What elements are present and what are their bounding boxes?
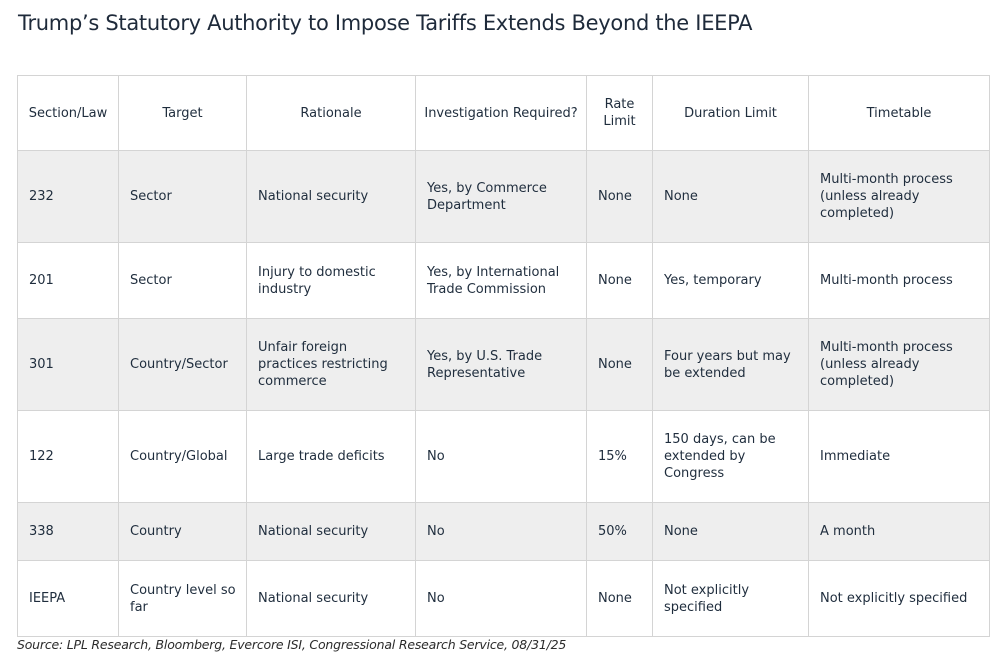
- cell-target: Country/Global: [118, 410, 247, 503]
- cell-timetable: Immediate: [808, 410, 990, 503]
- cell-duration: Four years but may be extended: [652, 318, 809, 411]
- cell-duration: None: [652, 150, 809, 243]
- cell-rate-limit: 50%: [586, 502, 653, 561]
- table-row: IEEPA Country level so far National secu…: [17, 560, 990, 637]
- cell-section: 201: [17, 242, 119, 319]
- table-row: 122 Country/Global Large trade deficits …: [17, 410, 990, 503]
- table-header-row: Section/Law Target Rationale Investigati…: [17, 75, 990, 151]
- cell-section: 122: [17, 410, 119, 503]
- cell-rate-limit: None: [586, 560, 653, 637]
- cell-timetable: A month: [808, 502, 990, 561]
- tariff-authority-table: Section/Law Target Rationale Investigati…: [17, 75, 990, 637]
- cell-rationale: Unfair foreign practices restricting com…: [246, 318, 416, 411]
- cell-target: Sector: [118, 150, 247, 243]
- cell-rate-limit: None: [586, 150, 653, 243]
- cell-rationale: Large trade deficits: [246, 410, 416, 503]
- cell-investigation: No: [415, 502, 587, 561]
- cell-duration: Yes, temporary: [652, 242, 809, 319]
- cell-section: 338: [17, 502, 119, 561]
- column-header-target: Target: [118, 75, 247, 151]
- cell-duration: None: [652, 502, 809, 561]
- column-header-section: Section/Law: [17, 75, 119, 151]
- cell-rate-limit: None: [586, 318, 653, 411]
- page-title: Trump’s Statutory Authority to Impose Ta…: [18, 11, 753, 35]
- cell-target: Sector: [118, 242, 247, 319]
- cell-section: IEEPA: [17, 560, 119, 637]
- cell-duration: 150 days, can be extended by Congress: [652, 410, 809, 503]
- cell-investigation: No: [415, 410, 587, 503]
- column-header-timetable: Timetable: [808, 75, 990, 151]
- table-row: 338 Country National security No 50% Non…: [17, 502, 990, 561]
- cell-rationale: National security: [246, 560, 416, 637]
- cell-timetable: Multi-month process (unless already comp…: [808, 318, 990, 411]
- cell-rationale: Injury to domestic industry: [246, 242, 416, 319]
- cell-investigation: Yes, by U.S. Trade Representative: [415, 318, 587, 411]
- table-row: 232 Sector National security Yes, by Com…: [17, 150, 990, 243]
- cell-timetable: Multi-month process (unless already comp…: [808, 150, 990, 243]
- cell-rationale: National security: [246, 502, 416, 561]
- cell-investigation: No: [415, 560, 587, 637]
- cell-rationale: National security: [246, 150, 416, 243]
- cell-timetable: Not explicitly specified: [808, 560, 990, 637]
- cell-duration: Not explicitly specified: [652, 560, 809, 637]
- column-header-rationale: Rationale: [246, 75, 416, 151]
- cell-target: Country level so far: [118, 560, 247, 637]
- cell-rate-limit: None: [586, 242, 653, 319]
- column-header-duration: Duration Limit: [652, 75, 809, 151]
- cell-target: Country: [118, 502, 247, 561]
- source-note: Source: LPL Research, Bloomberg, Evercor…: [17, 637, 567, 652]
- cell-timetable: Multi-month process: [808, 242, 990, 319]
- table-row: 201 Sector Injury to domestic industry Y…: [17, 242, 990, 319]
- cell-investigation: Yes, by Commerce Department: [415, 150, 587, 243]
- column-header-investigation: Investigation Required?: [415, 75, 587, 151]
- cell-investigation: Yes, by International Trade Commission: [415, 242, 587, 319]
- cell-section: 301: [17, 318, 119, 411]
- cell-rate-limit: 15%: [586, 410, 653, 503]
- table-row: 301 Country/Sector Unfair foreign practi…: [17, 318, 990, 411]
- cell-section: 232: [17, 150, 119, 243]
- column-header-rate-limit: Rate Limit: [586, 75, 653, 151]
- cell-target: Country/Sector: [118, 318, 247, 411]
